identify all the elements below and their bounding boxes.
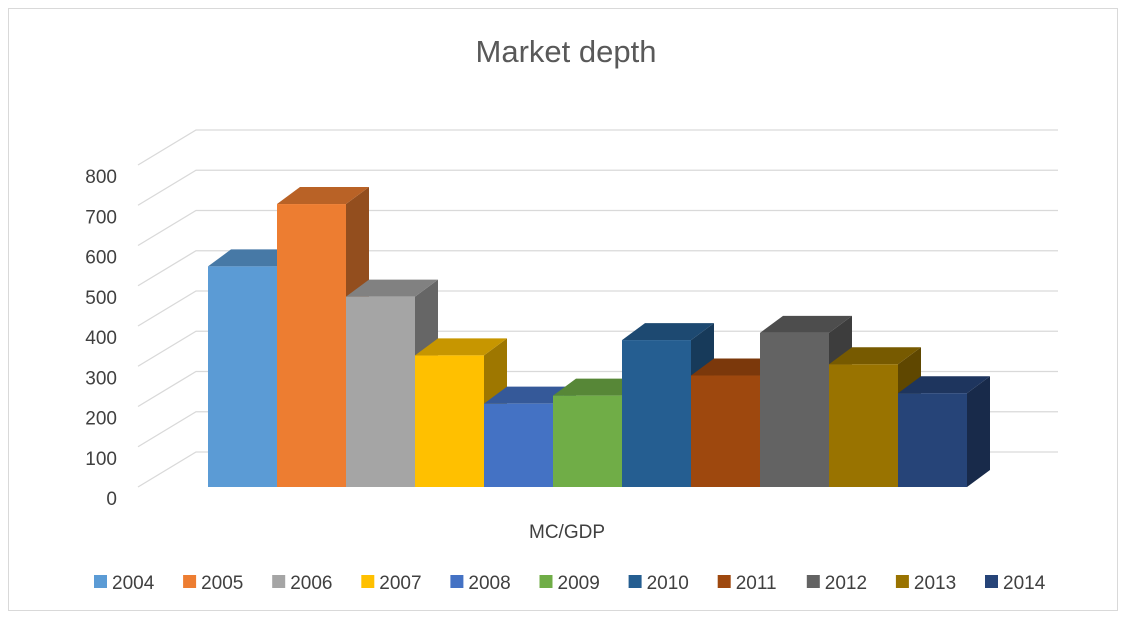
legend-item: 2011 <box>717 573 777 594</box>
legend-item: 2004 <box>94 573 155 594</box>
bar-front <box>553 395 622 487</box>
bar-2014 <box>898 376 990 487</box>
legend-swatch <box>717 575 731 588</box>
legend-item: 2008 <box>450 573 511 594</box>
legend-swatch <box>806 575 820 588</box>
y-tick-label: 600 <box>85 248 117 269</box>
legend-item: 2007 <box>361 573 422 594</box>
bar-front <box>208 266 277 487</box>
bar-front <box>898 393 967 487</box>
bar-front <box>484 403 553 487</box>
legend-item: 2014 <box>985 573 1046 594</box>
legend-item: 2010 <box>628 573 689 594</box>
gridline <box>137 290 1058 327</box>
bar-front <box>415 355 484 487</box>
y-tick-label: 100 <box>85 449 117 470</box>
y-axis: 0 100 200 300 400 500 600 700 800 <box>85 167 117 510</box>
legend-swatch <box>183 575 197 588</box>
gridline <box>137 129 1058 166</box>
y-tick-label: 800 <box>85 167 117 188</box>
legend-label: 2004 <box>112 573 155 594</box>
legend-label: 2011 <box>736 573 777 594</box>
legend-swatch <box>361 575 375 588</box>
legend-label: 2014 <box>1003 573 1046 594</box>
y-tick-label: 0 <box>106 489 117 510</box>
legend-swatch <box>272 575 286 588</box>
legend-swatch <box>450 575 464 588</box>
bar-front <box>691 375 760 487</box>
legend-swatch <box>985 575 998 588</box>
chart-title: Market depth <box>476 34 657 69</box>
y-tick-label: 700 <box>85 207 117 228</box>
legend-label: 2013 <box>914 573 956 594</box>
y-tick-label: 500 <box>85 288 117 309</box>
bar-top <box>622 323 714 341</box>
legend: 2004 2005 2006 2007 2008 2009 2010 2011 2012 2013… <box>94 573 1046 594</box>
legend-item: 2012 <box>806 573 867 594</box>
bar-front <box>346 296 415 487</box>
legend-label: 2009 <box>558 573 600 594</box>
bar-front <box>277 204 346 488</box>
legend-swatch <box>539 575 553 588</box>
legend-item: 2005 <box>183 573 243 594</box>
gridline <box>137 169 1058 206</box>
legend-item: 2013 <box>895 573 956 594</box>
legend-label: 2006 <box>290 573 332 594</box>
bar-top <box>898 376 990 394</box>
legend-swatch <box>895 575 909 588</box>
chart-frame <box>8 8 1118 611</box>
legend-label: 2012 <box>825 573 867 594</box>
legend-label: 2008 <box>468 573 510 594</box>
bar-side <box>967 376 990 487</box>
bar-top <box>277 187 369 205</box>
legend-label: 2005 <box>201 573 243 594</box>
bar-top <box>760 315 852 333</box>
y-tick-label: 300 <box>85 368 117 389</box>
bar-top <box>346 279 438 297</box>
legend-label: 2007 <box>379 573 421 594</box>
legend-item: 2006 <box>272 573 332 594</box>
gridline <box>137 250 1058 287</box>
legend-swatch <box>628 575 642 588</box>
bar-front <box>622 340 691 487</box>
legend-swatch <box>94 575 107 588</box>
bar-top <box>829 347 921 365</box>
gridline <box>137 209 1058 247</box>
bar-front <box>829 364 898 487</box>
bar-front <box>760 332 829 487</box>
y-tick-label: 400 <box>85 328 117 349</box>
bars <box>208 187 990 488</box>
y-tick-label: 200 <box>85 409 117 430</box>
bar-top <box>415 338 507 356</box>
legend-label: 2010 <box>647 573 689 594</box>
legend-item: 2009 <box>539 573 600 594</box>
x-category-label: MC/GDP <box>529 522 605 543</box>
